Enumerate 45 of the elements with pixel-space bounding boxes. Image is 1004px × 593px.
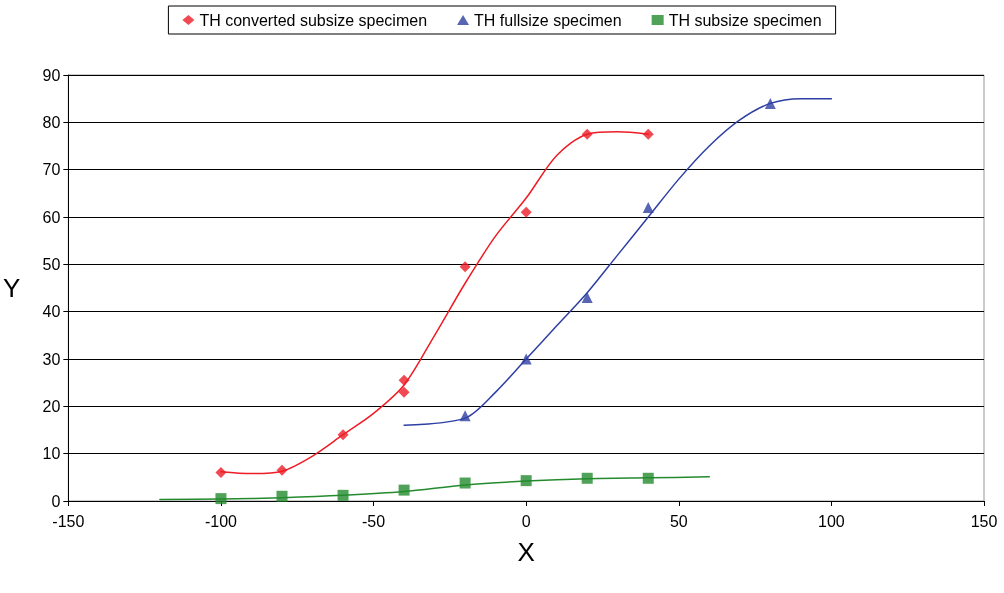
point [581, 472, 593, 484]
y-axis-title: Y [3, 273, 21, 303]
point [276, 490, 288, 502]
x-tick-label: -150 [52, 512, 85, 530]
point [642, 472, 654, 484]
y-tick-label: 70 [42, 161, 61, 179]
x-tick-label: 50 [669, 512, 688, 530]
line-series [403, 97, 833, 427]
y-tick-label: 10 [42, 445, 61, 463]
x-tick-label: 150 [970, 512, 998, 530]
point [520, 206, 532, 218]
point [642, 128, 654, 140]
point [581, 291, 593, 303]
point [337, 489, 349, 501]
y-tick-label: 90 [42, 66, 61, 84]
legend-label: TH converted subsize specimen [199, 11, 428, 29]
legend-label: TH fullsize specimen [474, 11, 622, 29]
y-tick-label: 0 [51, 492, 61, 510]
y-tick-label: 60 [42, 208, 61, 226]
point [520, 475, 532, 487]
point [398, 374, 410, 386]
point [215, 493, 227, 505]
legend-label: TH subsize specimen [668, 11, 822, 29]
x-tick-label: 0 [521, 512, 531, 530]
point [276, 464, 288, 476]
point [215, 467, 227, 479]
point [398, 386, 410, 398]
y-tick-label: 30 [42, 350, 61, 368]
y-tick-label: 80 [42, 113, 61, 131]
point [459, 261, 471, 273]
x-tick-label: -100 [204, 512, 238, 530]
point [642, 202, 654, 214]
point [337, 429, 349, 441]
point [459, 477, 471, 489]
x-tick-label: 100 [818, 512, 845, 530]
point [459, 410, 471, 422]
y-tick-label: 20 [42, 397, 61, 415]
x-axis-title: X [517, 537, 535, 567]
point [520, 353, 532, 365]
point [581, 128, 593, 140]
x-tick-label: -50 [362, 512, 386, 530]
point [398, 484, 410, 496]
y-tick-label: 50 [42, 255, 61, 273]
point [764, 97, 776, 109]
y-tick-label: 40 [42, 303, 61, 321]
